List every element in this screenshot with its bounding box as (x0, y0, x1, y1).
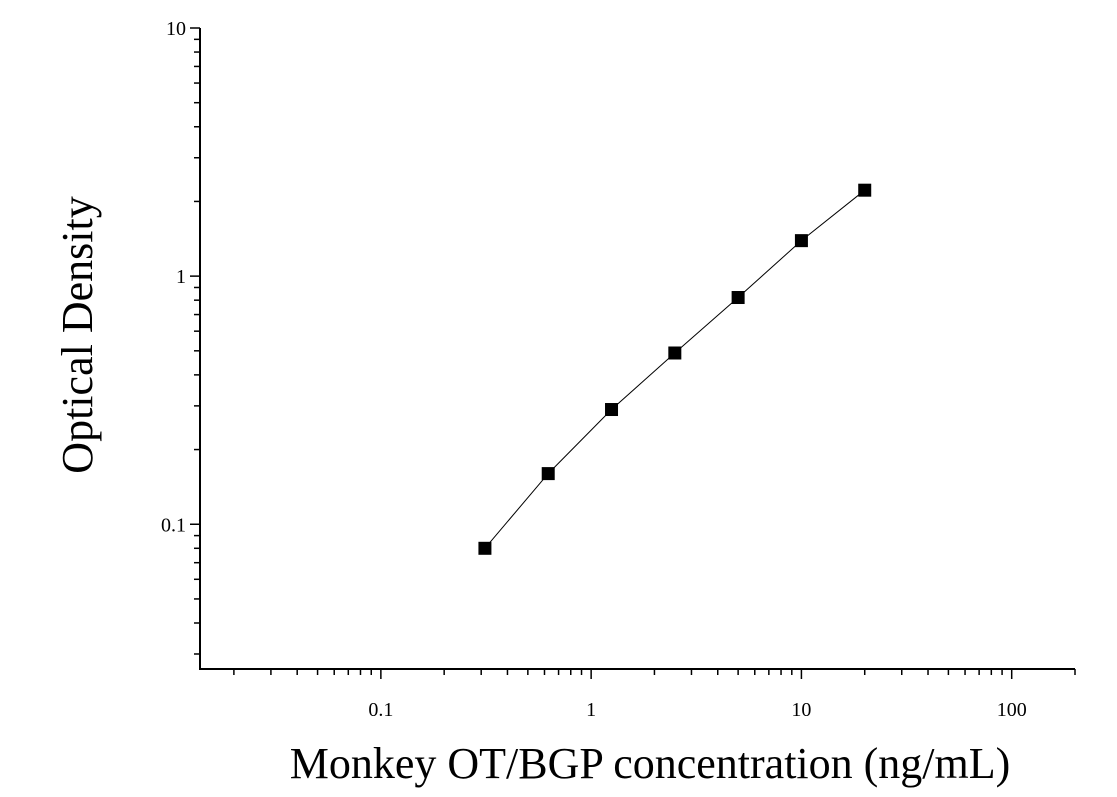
y-axis-title: Optical Density (53, 196, 102, 473)
plot-area (478, 183, 872, 555)
x-axis-title: Monkey OT/BGP concentration (ng/mL) (290, 739, 1011, 788)
x-tick-label: 10 (791, 699, 811, 721)
y-tick-label: 1 (176, 266, 186, 288)
data-point (541, 467, 555, 481)
x-tick-label: 100 (997, 699, 1027, 721)
tick-marks (190, 27, 1076, 679)
x-tick-label: 0.1 (368, 699, 393, 721)
data-point (605, 403, 619, 417)
tick-labels: 0.1 1 10 100 0.1 1 10 (161, 18, 1027, 721)
data-point (858, 183, 872, 197)
data-point (794, 234, 808, 248)
data-point (731, 291, 745, 305)
y-tick-label: 0.1 (161, 514, 186, 536)
axes (199, 28, 1075, 670)
y-tick-label: 10 (166, 18, 186, 40)
x-tick-label: 1 (586, 699, 596, 721)
data-point (478, 541, 492, 555)
data-point (668, 346, 682, 360)
